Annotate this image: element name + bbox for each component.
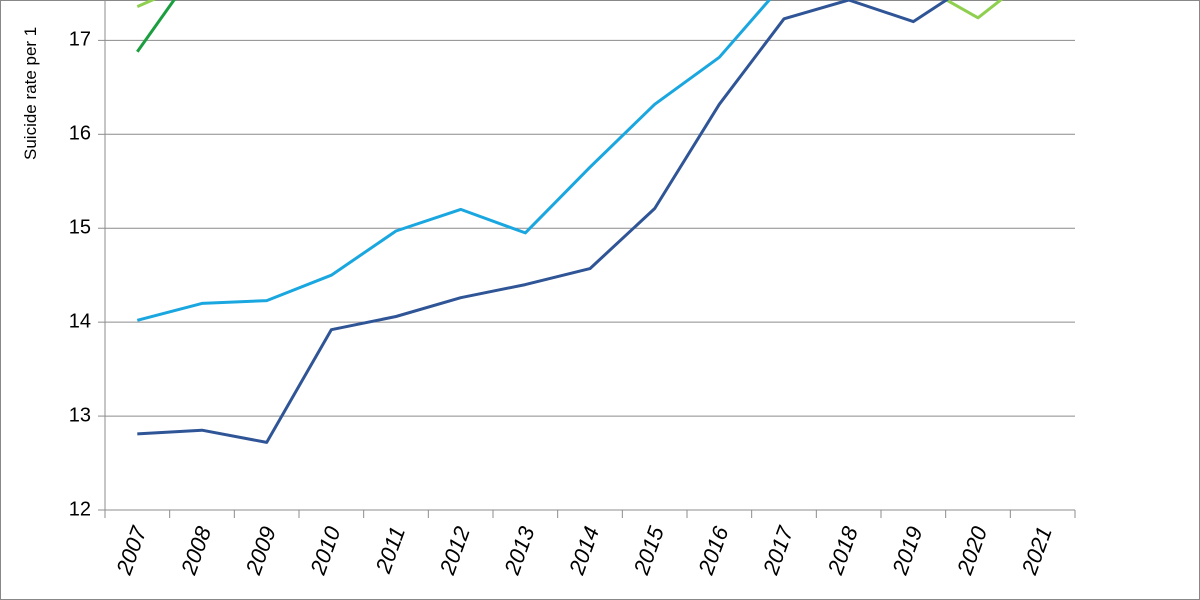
plot-area [136,0,1004,444]
y-tick-label: 15 [69,217,91,239]
series-line [136,0,176,53]
y-tick-label: 12 [69,498,91,520]
x-tick-label: 2009 [240,523,281,578]
x-tick-label: 2012 [434,523,475,578]
x-tick-label: 2021 [1016,523,1057,578]
x-tick-label: 2016 [693,522,734,578]
series-line [136,0,1004,20]
x-tick-label: 2013 [499,522,540,578]
y-tick-label: 16 [69,123,91,145]
x-tick-label: 2020 [952,522,993,578]
x-tick-label: 2010 [305,522,346,578]
x-tick-label: 2008 [176,522,217,578]
series-line [136,0,772,322]
x-tick-label: 2015 [628,522,669,578]
x-tick-label: 2017 [758,522,799,578]
x-tick-label: 2011 [370,523,410,577]
x-tick-label: 2007 [111,522,152,578]
x-tick-label: 2019 [887,523,928,578]
x-tick-label: 2018 [822,522,863,578]
y-axis-label: Suicide rate per 1 [21,27,40,160]
series-line [137,0,950,444]
y-tick-label: 17 [69,29,91,51]
x-tick-label: 2014 [564,523,605,578]
y-tick-label: 13 [69,404,91,426]
y-tick-label: 14 [69,310,91,332]
